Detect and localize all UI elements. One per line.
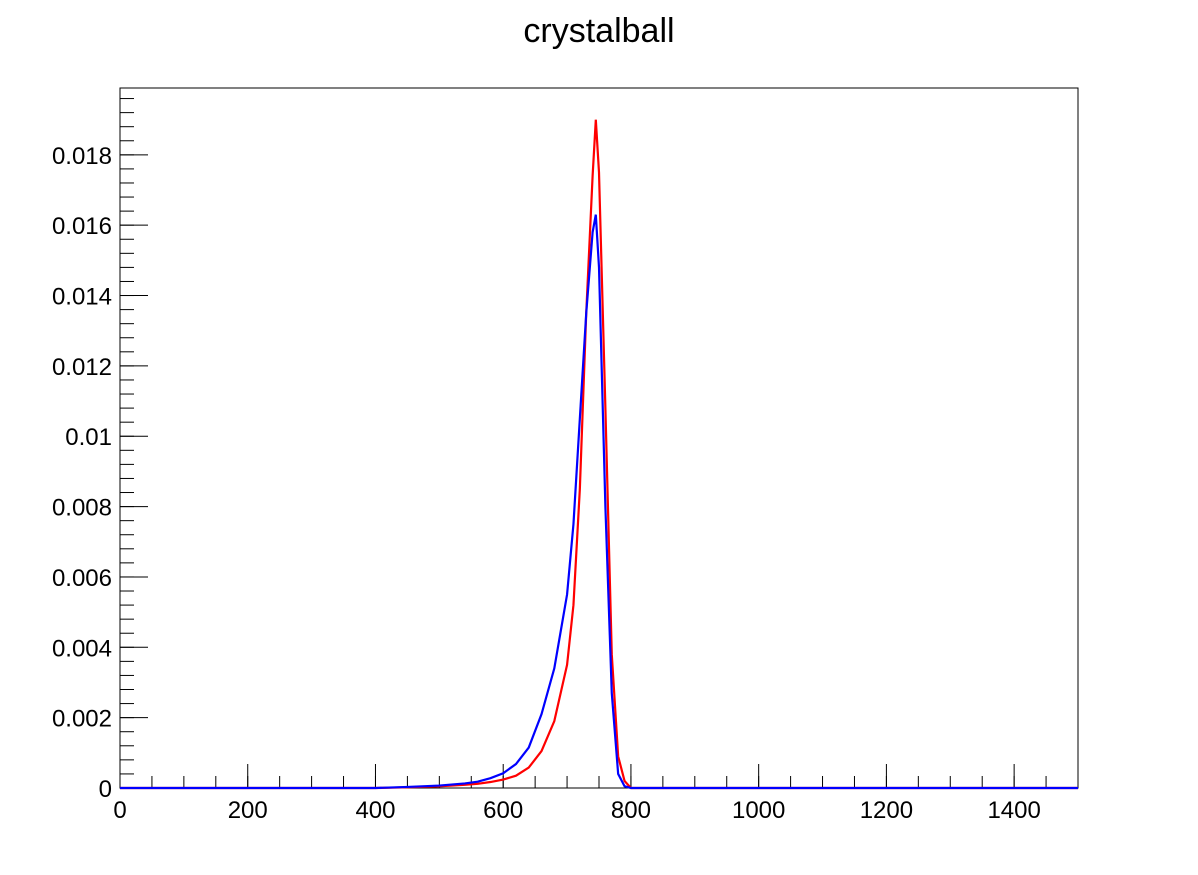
y-tick-label: 0.016 <box>52 213 112 240</box>
series-line-1 <box>120 119 1078 790</box>
y-tick-label: 0 <box>99 776 112 803</box>
y-tick-label: 0.006 <box>52 565 112 592</box>
y-axis: 0 0.002 0.004 0.006 0.008 0.01 0.012 0.014 0.016… <box>52 143 148 803</box>
y-tick-label: 0.012 <box>52 354 112 381</box>
y-tick-label: 0.014 <box>52 284 112 311</box>
series-layer <box>120 119 1078 790</box>
x-tick-label: 1400 <box>987 797 1040 824</box>
x-tick-label: 0 <box>113 797 126 824</box>
series-line-2 <box>120 214 1078 790</box>
x-tick-label: 400 <box>355 797 395 824</box>
y-tick-label: 0.018 <box>52 143 112 170</box>
chart-title: crystalball <box>523 12 674 50</box>
y-tick-label: 0.008 <box>52 495 112 522</box>
y-tick-label: 0.002 <box>52 706 112 733</box>
x-tick-label: 600 <box>483 797 523 824</box>
x-axis: 0 200 400 600 800 1000 1200 1400 <box>113 764 1041 824</box>
y-minor-ticks <box>120 98 134 789</box>
x-tick-label: 1200 <box>860 797 913 824</box>
y-tick-label: 0.01 <box>65 424 112 451</box>
y-tick-label: 0.004 <box>52 635 112 662</box>
x-minor-ticks <box>119 776 1079 788</box>
x-tick-label: 1000 <box>732 797 785 824</box>
x-tick-label: 200 <box>228 797 268 824</box>
x-tick-label: 800 <box>611 797 651 824</box>
